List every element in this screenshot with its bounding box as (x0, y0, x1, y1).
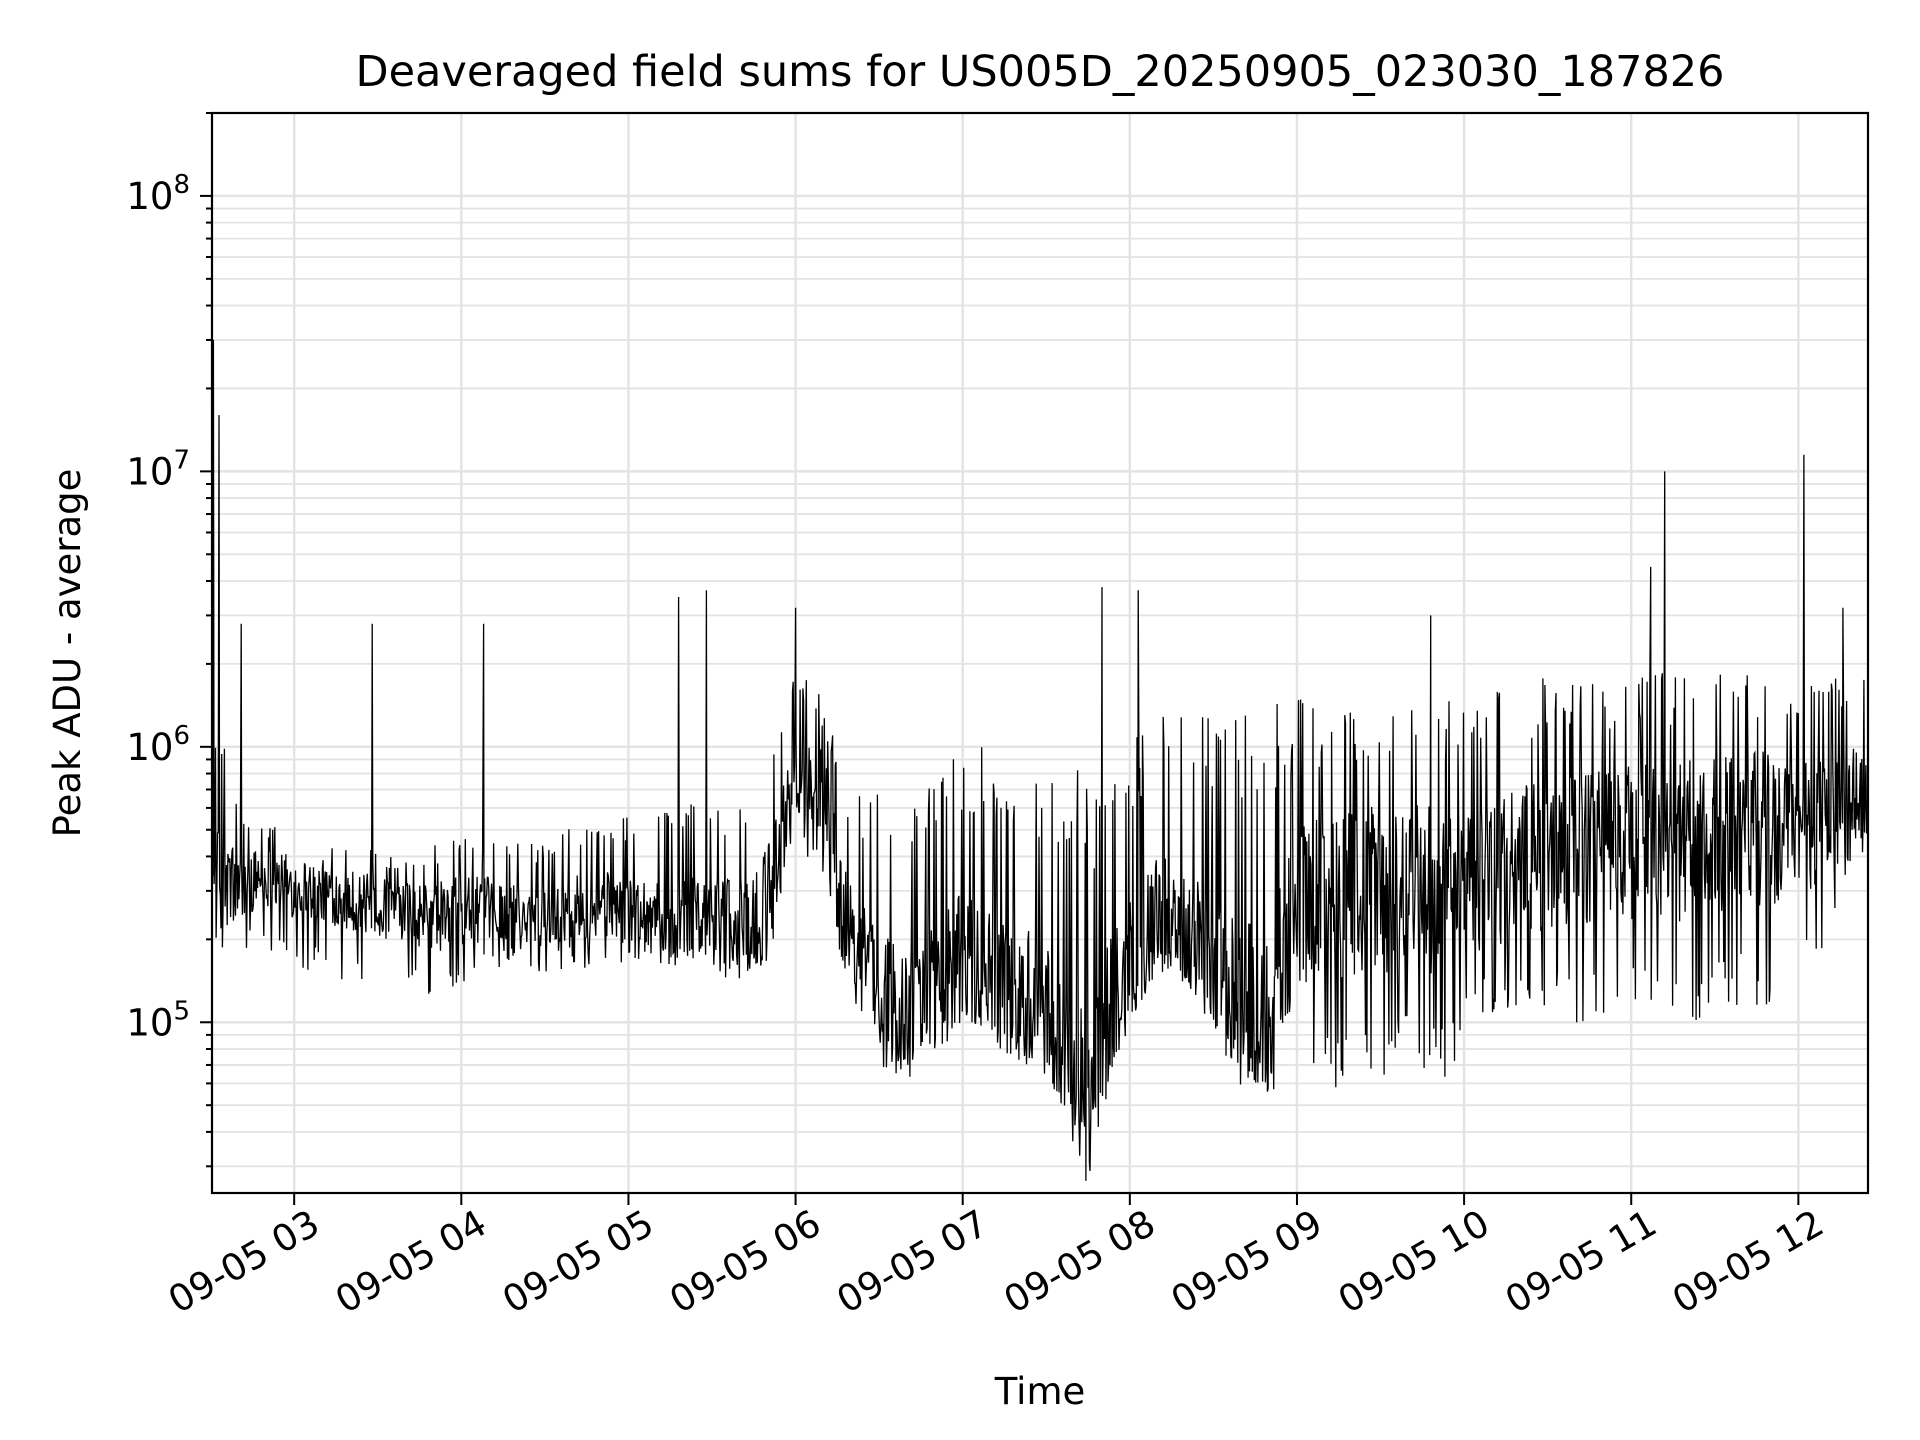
chart-title: Deaveraged field sums for US005D_2025090… (355, 47, 1724, 97)
y-tick-label: 105 (126, 996, 190, 1044)
series-layer (211, 339, 1869, 1181)
y-tick-label: 106 (126, 721, 190, 769)
plot-frame (210, 111, 1870, 1195)
x-axis-label: Time (994, 1370, 1086, 1413)
y-tick-label: 107 (126, 445, 190, 493)
y-axis: 105 106 107 108 (126, 112, 212, 1168)
y-axis-label: Peak ADU - average (46, 469, 89, 838)
y-tick-label: 108 (126, 170, 190, 218)
series-line (211, 339, 1869, 1181)
